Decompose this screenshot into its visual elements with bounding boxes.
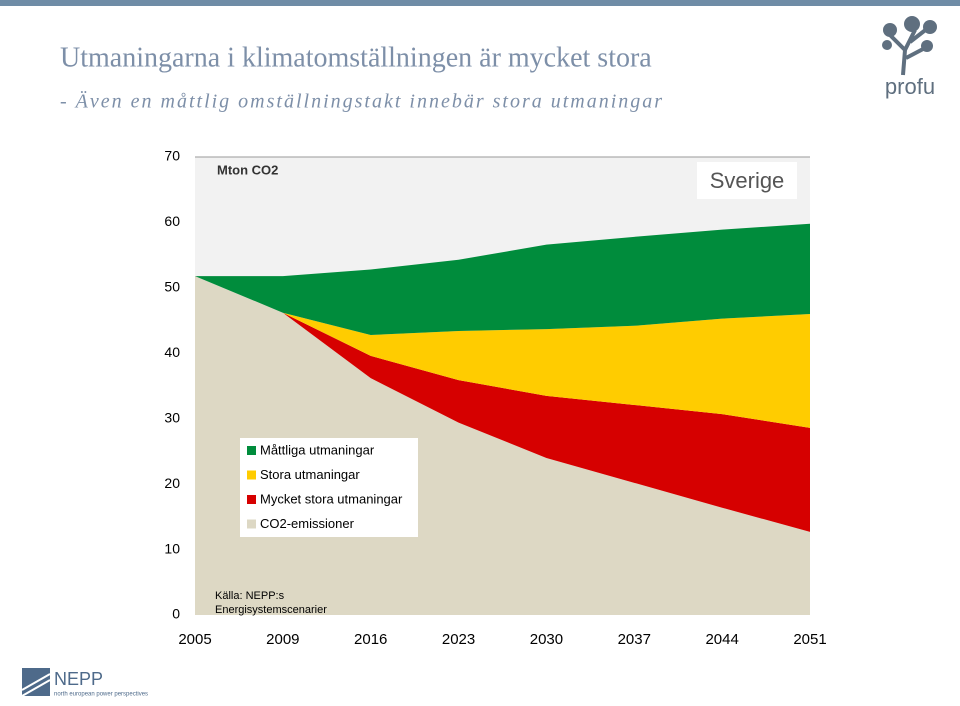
y-axis-label: Mton CO2 xyxy=(217,162,278,177)
x-tick-label: 2030 xyxy=(530,631,563,648)
logo-tagline: north european power perspectives xyxy=(54,692,148,698)
slide-subtitle: - Även en måttlig omställningstakt inneb… xyxy=(60,90,664,113)
nepp-logo: NEPP north european power perspectives xyxy=(21,668,148,698)
x-tick-label: 2005 xyxy=(178,631,211,648)
legend: Måttliga utmaningar Stora utmaningar Mycke… xyxy=(240,438,418,537)
y-tick-label: 30 xyxy=(164,409,180,425)
legend-box xyxy=(240,438,418,537)
annotation: Sverige xyxy=(710,168,785,193)
source-note: Energisystemscenarier xyxy=(215,604,327,616)
area xyxy=(195,223,810,335)
x-tick-label: 2051 xyxy=(793,631,826,648)
profu-logo: profu xyxy=(882,16,937,99)
y-tick-label: 0 xyxy=(172,606,180,622)
legend-swatch xyxy=(247,519,256,529)
area xyxy=(195,276,810,532)
logo-text: profu xyxy=(885,74,935,99)
y-tick-label: 10 xyxy=(164,540,180,556)
area xyxy=(195,276,810,428)
logo-text: NEPP xyxy=(54,669,103,689)
legend-swatch xyxy=(247,495,256,504)
top-stripe xyxy=(0,0,960,6)
slide-title: Utmaningarna i klimatomställningen är my… xyxy=(60,42,652,73)
x-tick-label: 2023 xyxy=(442,631,475,648)
legend-label: Mycket stora utmaningar xyxy=(260,491,403,506)
annotation-box xyxy=(697,162,797,199)
legend-label: CO2-emissioner xyxy=(260,516,355,531)
source-note: Källa: NEPP:s xyxy=(215,590,285,602)
y-tick-label: 40 xyxy=(164,344,180,360)
x-tick-label: 2037 xyxy=(618,631,651,648)
legend-label: Stora utmaningar xyxy=(260,467,360,482)
legend-swatch xyxy=(247,470,256,480)
y-tick-label: 60 xyxy=(164,213,180,229)
x-tick-label: 2044 xyxy=(705,631,738,648)
legend-label: Måttliga utmaningar xyxy=(260,442,375,457)
x-tick-label: 2016 xyxy=(354,631,387,648)
x-tick-label: 2009 xyxy=(266,631,299,648)
y-tick-label: 20 xyxy=(164,475,180,491)
y-tick-label: 50 xyxy=(164,279,180,295)
legend-swatch xyxy=(247,446,256,455)
y-tick-label: 70 xyxy=(164,148,180,164)
